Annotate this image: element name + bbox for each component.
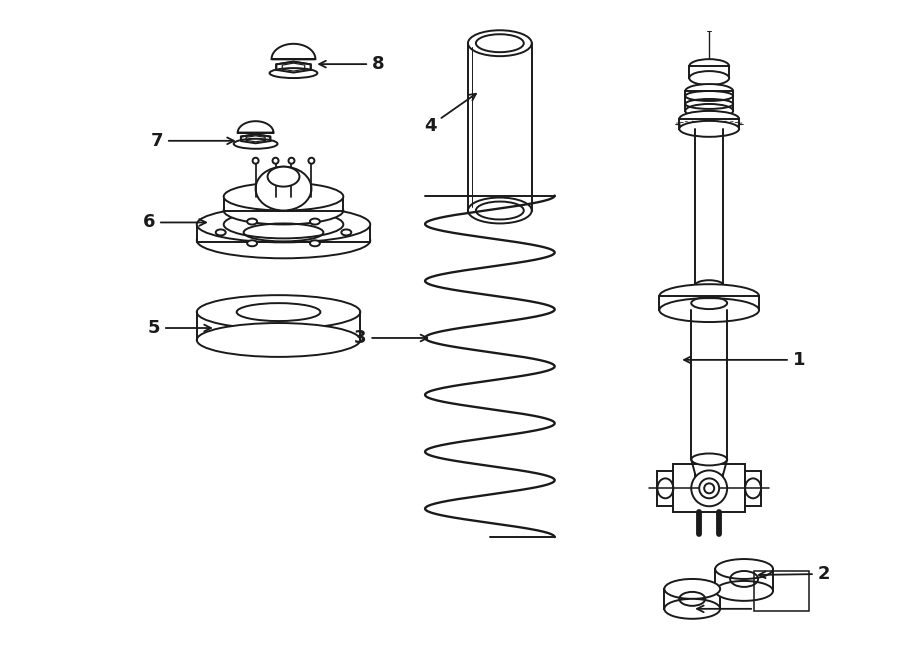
Ellipse shape bbox=[253, 158, 258, 164]
Text: 8: 8 bbox=[320, 55, 384, 73]
Ellipse shape bbox=[224, 197, 343, 224]
Ellipse shape bbox=[699, 479, 719, 498]
Bar bbox=[224, 197, 343, 211]
Text: 6: 6 bbox=[143, 213, 206, 232]
Bar bbox=[685, 91, 733, 111]
Ellipse shape bbox=[197, 222, 370, 258]
Bar bbox=[680, 119, 739, 129]
Ellipse shape bbox=[216, 230, 226, 236]
Ellipse shape bbox=[468, 197, 532, 224]
Text: 2: 2 bbox=[759, 565, 830, 583]
Ellipse shape bbox=[685, 104, 733, 118]
Ellipse shape bbox=[691, 471, 727, 506]
Polygon shape bbox=[272, 44, 315, 59]
Ellipse shape bbox=[664, 599, 720, 619]
Text: 1: 1 bbox=[684, 351, 806, 369]
Ellipse shape bbox=[660, 298, 759, 322]
Ellipse shape bbox=[664, 579, 720, 599]
Ellipse shape bbox=[680, 121, 739, 137]
Ellipse shape bbox=[689, 59, 729, 73]
Ellipse shape bbox=[270, 68, 318, 78]
Ellipse shape bbox=[680, 111, 739, 127]
Ellipse shape bbox=[660, 284, 759, 308]
Ellipse shape bbox=[716, 581, 773, 601]
Bar bbox=[660, 296, 759, 310]
Ellipse shape bbox=[691, 453, 727, 465]
Bar bbox=[745, 471, 761, 506]
Ellipse shape bbox=[468, 30, 532, 56]
Bar bbox=[716, 569, 773, 591]
Ellipse shape bbox=[256, 167, 311, 211]
Ellipse shape bbox=[267, 167, 300, 187]
Ellipse shape bbox=[704, 483, 715, 493]
Text: 3: 3 bbox=[354, 329, 427, 347]
Bar bbox=[754, 571, 809, 611]
Polygon shape bbox=[238, 121, 274, 133]
Text: 7: 7 bbox=[150, 132, 234, 150]
Text: 4: 4 bbox=[424, 94, 476, 135]
Ellipse shape bbox=[248, 218, 257, 224]
Ellipse shape bbox=[289, 158, 294, 164]
Ellipse shape bbox=[273, 158, 278, 164]
Ellipse shape bbox=[689, 71, 729, 85]
Text: 5: 5 bbox=[148, 319, 211, 337]
Ellipse shape bbox=[197, 323, 360, 357]
Polygon shape bbox=[241, 134, 270, 143]
Bar bbox=[197, 224, 370, 242]
Ellipse shape bbox=[716, 559, 773, 579]
Bar bbox=[657, 471, 673, 506]
Bar bbox=[664, 589, 720, 609]
Ellipse shape bbox=[341, 230, 351, 236]
Bar bbox=[689, 66, 729, 78]
Ellipse shape bbox=[685, 84, 733, 98]
Ellipse shape bbox=[695, 280, 724, 290]
Ellipse shape bbox=[310, 240, 320, 246]
Ellipse shape bbox=[197, 295, 360, 329]
Ellipse shape bbox=[224, 211, 343, 238]
Polygon shape bbox=[276, 62, 310, 73]
Ellipse shape bbox=[197, 207, 370, 242]
Ellipse shape bbox=[234, 139, 277, 149]
Ellipse shape bbox=[224, 183, 343, 211]
Ellipse shape bbox=[248, 240, 257, 246]
Ellipse shape bbox=[310, 218, 320, 224]
Ellipse shape bbox=[309, 158, 314, 164]
Bar bbox=[673, 465, 745, 512]
